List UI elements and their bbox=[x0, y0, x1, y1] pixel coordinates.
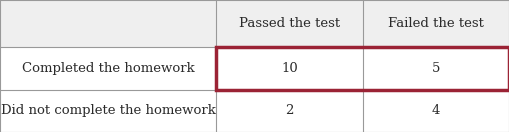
Text: Passed the test: Passed the test bbox=[239, 17, 340, 30]
Text: 10: 10 bbox=[281, 62, 298, 75]
Text: Failed the test: Failed the test bbox=[388, 17, 484, 30]
Text: 5: 5 bbox=[432, 62, 440, 75]
Bar bbox=[363, 90, 509, 132]
Bar bbox=[216, 47, 509, 90]
Bar bbox=[216, 47, 363, 90]
Bar bbox=[363, 47, 509, 90]
Text: Did not complete the homework: Did not complete the homework bbox=[1, 104, 216, 117]
Bar bbox=[0, 90, 216, 132]
Text: 4: 4 bbox=[432, 104, 440, 117]
Bar bbox=[216, 0, 363, 47]
Bar bbox=[216, 90, 363, 132]
Bar bbox=[363, 0, 509, 47]
Text: Completed the homework: Completed the homework bbox=[22, 62, 194, 75]
Bar bbox=[0, 0, 216, 47]
Bar bbox=[0, 47, 216, 90]
Text: 2: 2 bbox=[286, 104, 294, 117]
